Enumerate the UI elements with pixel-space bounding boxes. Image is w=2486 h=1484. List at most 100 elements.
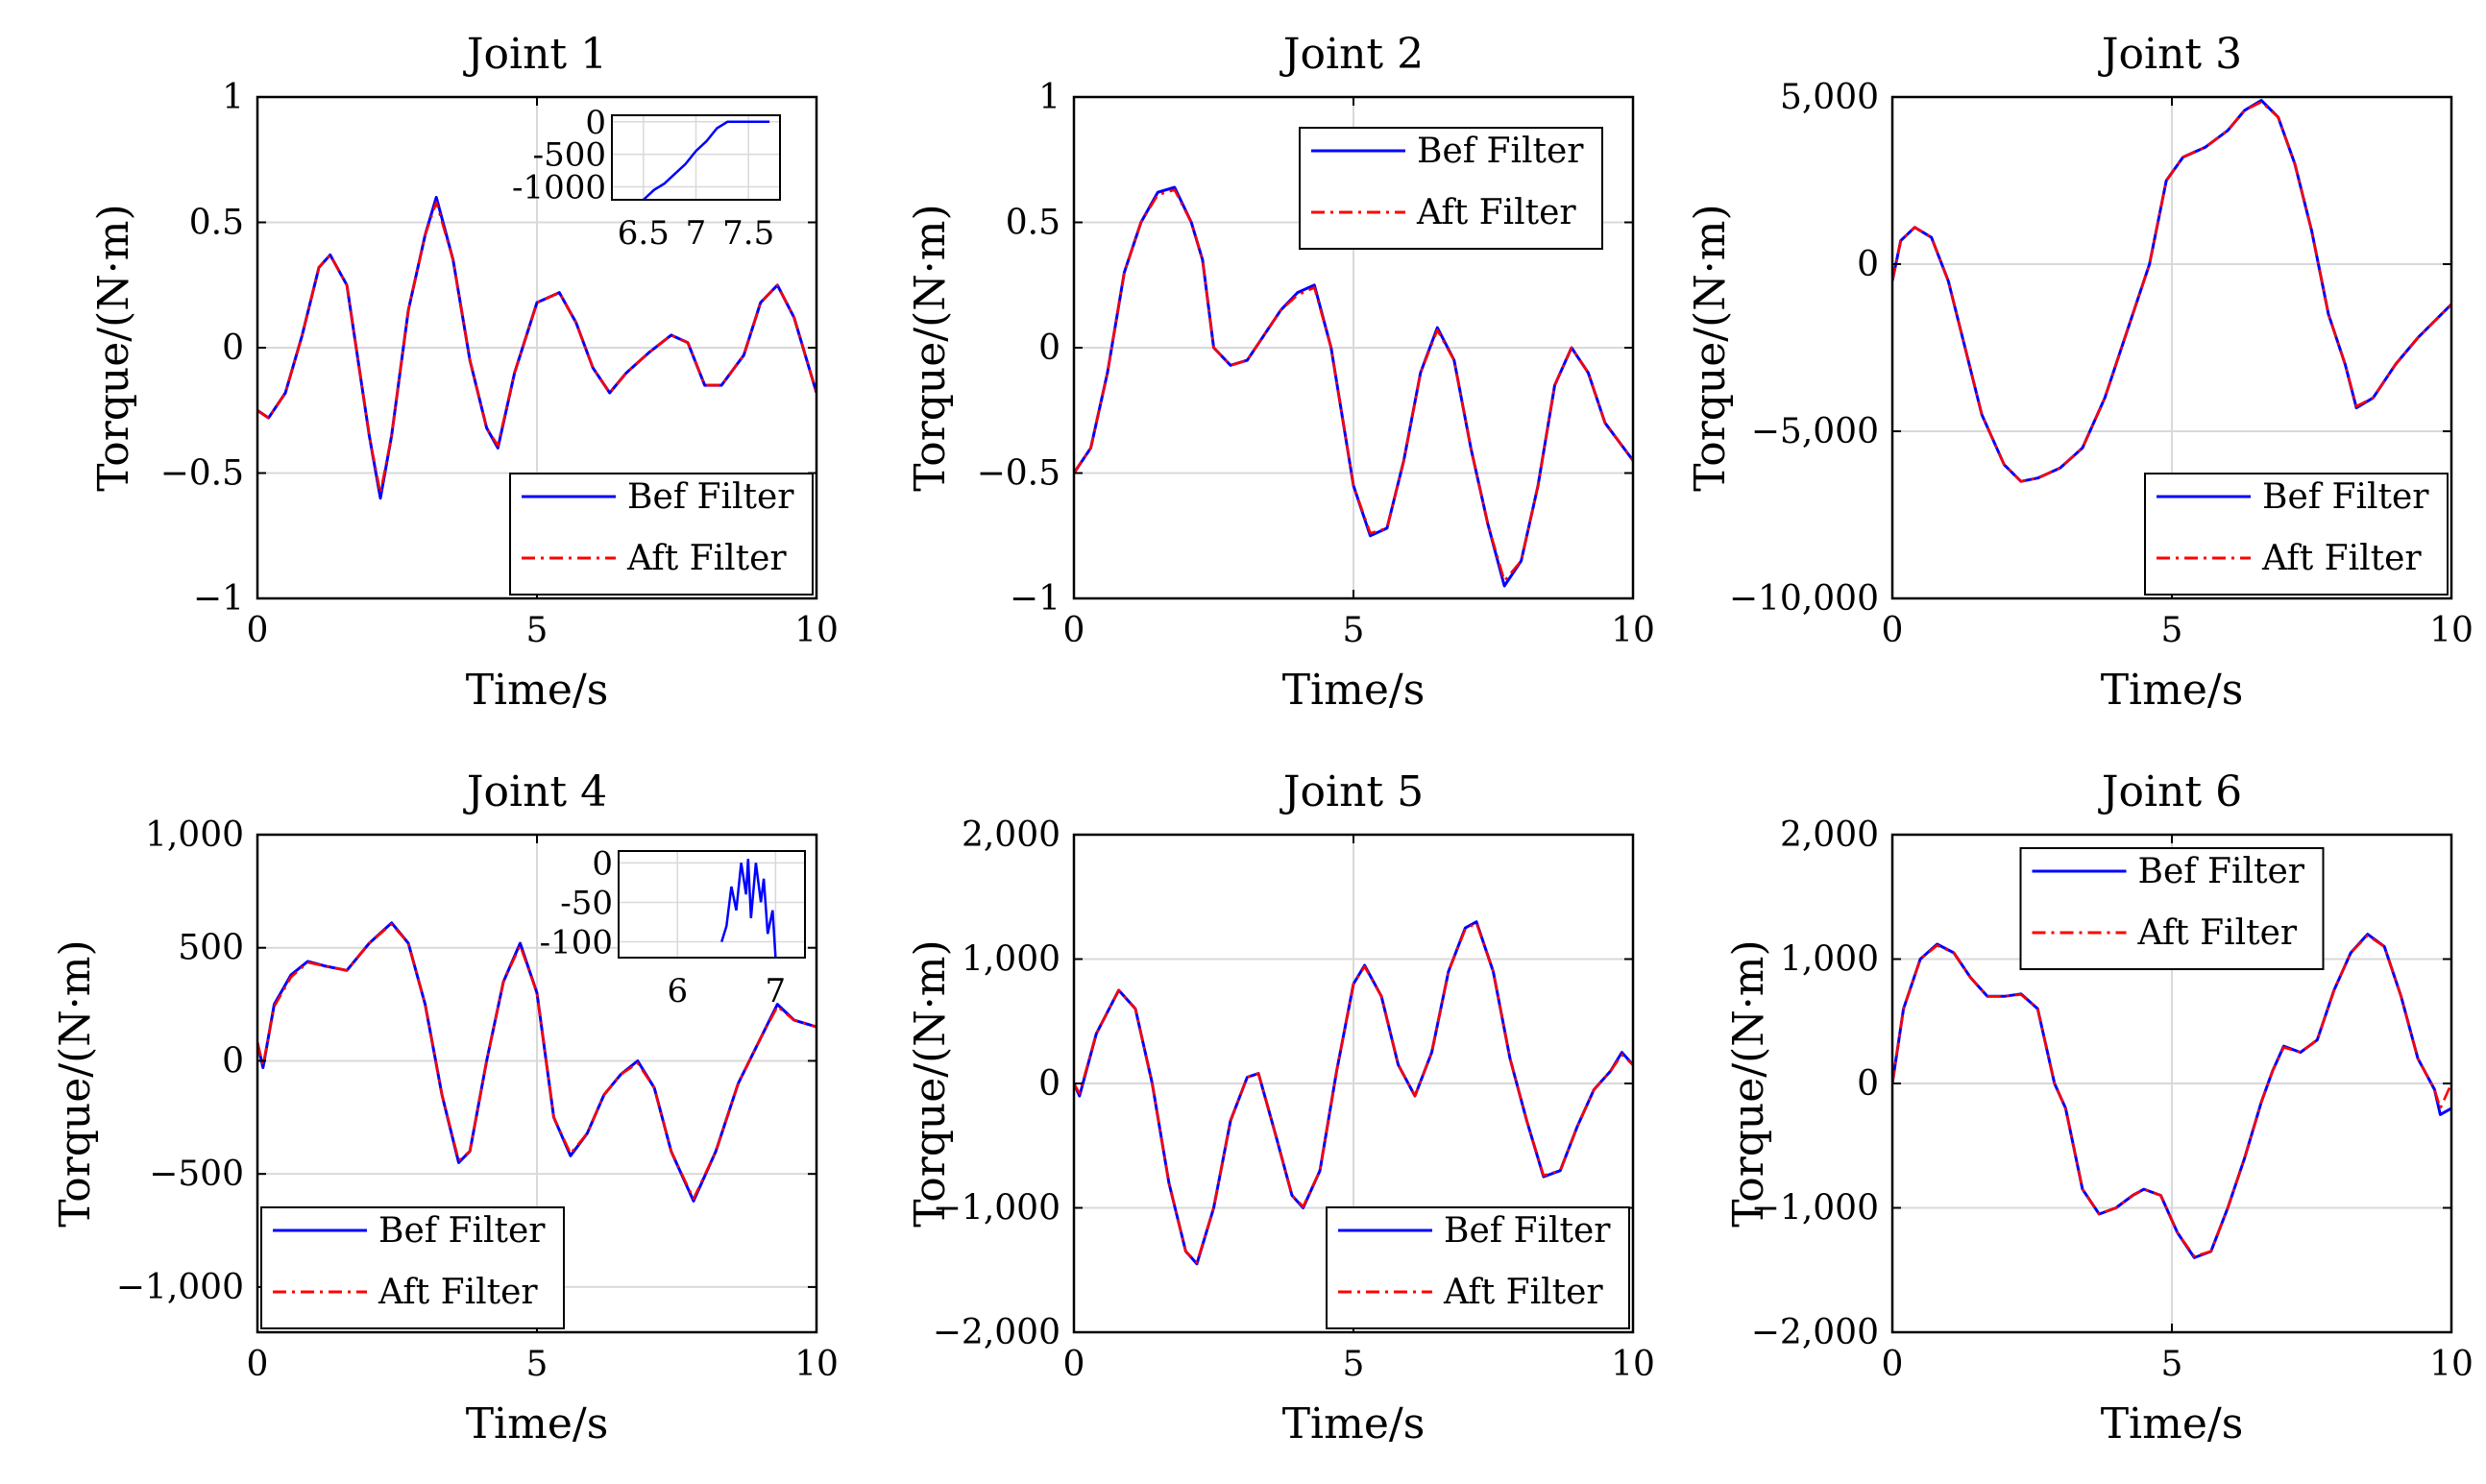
chart-title: Joint 3	[2098, 30, 2242, 79]
x-tick-label: 0	[1882, 611, 1904, 650]
inset-y-tick-label: -500	[533, 136, 606, 175]
legend-box	[2019, 847, 2325, 970]
inset-series-line	[720, 859, 777, 958]
y-tick-label: −1	[193, 579, 244, 619]
inset-y-tick-label: -50	[560, 884, 613, 922]
y-tick-label: −5,000	[1751, 412, 1879, 451]
y-tick-label: 0	[1038, 1064, 1060, 1104]
series-line-bef-filter	[1074, 185, 1633, 588]
inset-series-line	[642, 120, 770, 200]
y-tick-label: 500	[178, 929, 244, 968]
y-tick-label: 1	[1038, 78, 1060, 117]
chart-panel-3: 0 5 10 −10,000 −5,000 0 5,000 Joint 3 Time/s Torq…	[1686, 30, 2474, 715]
chart-panel-2: 0 5 10 −1 −0.5 0 0.5 1 Joint 2 Time/s Torque/(N·m)…	[906, 30, 1655, 715]
legend-label: Bef Filter	[1417, 132, 1584, 171]
legend-box	[1299, 127, 1603, 250]
x-axis-label: Time/s	[2101, 666, 2244, 715]
legend-label: Bef Filter	[2262, 477, 2429, 517]
y-axis-label: Torque/(N·m)	[89, 204, 138, 491]
legend: Bef Filter Aft Filter	[1299, 127, 1603, 250]
x-tick-label: 10	[1611, 1345, 1655, 1384]
x-tick-label: 0	[1063, 1345, 1085, 1384]
x-axis-label: Time/s	[466, 1399, 609, 1448]
chart-panel-6: 0 5 10 −2,000 −1,000 0 1,000 2,000 Joint 6 Time/s…	[1724, 767, 2474, 1448]
series-line-aft-filter	[1892, 934, 2451, 1258]
y-tick-label: −0.5	[977, 454, 1060, 494]
legend-label: Aft Filter	[1416, 193, 1576, 232]
legend-box	[260, 1206, 565, 1329]
legend: Bef Filter Aft Filter	[2144, 473, 2449, 596]
legend-label: Bef Filter	[1444, 1211, 1611, 1251]
inset-frame	[611, 114, 781, 201]
chart-title: Joint 5	[1280, 767, 1424, 816]
inset-x-tick-label: 6	[667, 972, 688, 1010]
legend-label: Aft Filter	[1443, 1273, 1603, 1312]
legend: Bef Filter Aft Filter	[509, 473, 814, 596]
y-tick-label: 0.5	[189, 204, 244, 243]
chart-panel-1: 0 5 10 −1 −0.5 0 0.5 1 Joint 1 Time/s Torque/(N·m)…	[89, 30, 839, 715]
y-tick-label: −1,000	[116, 1268, 244, 1307]
legend-label: Bef Filter	[2138, 852, 2305, 891]
y-tick-label: −0.5	[160, 454, 244, 494]
legend: Bef Filter Aft Filter	[2019, 847, 2325, 970]
x-tick-label: 5	[2161, 1345, 2183, 1384]
legend-label: Aft Filter	[2137, 913, 2298, 953]
y-tick-label: −10,000	[1729, 579, 1879, 619]
x-axis-label: Time/s	[1282, 666, 1426, 715]
x-tick-label: 0	[1882, 1345, 1904, 1384]
y-tick-label: 2,000	[962, 815, 1060, 855]
y-tick-label: −1,000	[933, 1189, 1060, 1229]
x-axis-label: Time/s	[1282, 1399, 1426, 1448]
inset-y-tick-label: -100	[540, 924, 613, 962]
legend-box	[2144, 473, 2449, 596]
inset-y-tick-label: 0	[592, 844, 613, 883]
x-tick-label: 5	[526, 1345, 548, 1384]
y-tick-label: 5,000	[1780, 78, 1879, 117]
y-tick-label: −500	[149, 1155, 244, 1194]
series-line-aft-filter	[1892, 100, 2451, 483]
inset-x-tick-label: 6.5	[618, 214, 670, 253]
legend-box	[509, 473, 814, 596]
inset-axes: 6.5 7 7.5 0-500-1000	[512, 104, 781, 253]
legend-label: Aft Filter	[626, 539, 787, 578]
series-line-aft-filter	[1074, 921, 1633, 1264]
y-axis-label: Torque/(N·m)	[1724, 939, 1773, 1227]
chart-title: Joint 4	[463, 767, 607, 816]
x-axis-label: Time/s	[466, 666, 609, 715]
y-tick-label: 1,000	[962, 940, 1060, 980]
legend-label: Bef Filter	[627, 477, 794, 517]
x-tick-label: 0	[1063, 611, 1085, 650]
legend-label: Aft Filter	[378, 1273, 538, 1312]
y-tick-label: 0	[1857, 245, 1879, 284]
inset-x-tick-label: 7	[766, 972, 787, 1010]
chart-title: Joint 6	[2098, 767, 2242, 816]
legend-label: Aft Filter	[2261, 539, 2422, 578]
y-axis-label: Torque/(N·m)	[1686, 204, 1735, 491]
inset-x-tick-label: 7	[686, 214, 707, 253]
y-tick-label: −2,000	[1751, 1313, 1879, 1352]
x-tick-label: 5	[526, 611, 548, 650]
y-tick-label: −2,000	[933, 1313, 1060, 1352]
y-axis-label: Torque/(N·m)	[906, 204, 955, 491]
y-tick-label: 1,000	[145, 815, 244, 855]
y-tick-label: −1,000	[1751, 1189, 1879, 1229]
x-tick-label: 10	[2429, 1345, 2474, 1384]
inset-frame	[618, 850, 806, 959]
y-tick-label: 0	[1857, 1064, 1879, 1104]
chart-panel-5: 0 5 10 −2,000 −1,000 0 1,000 2,000 Joint 5 Time/s…	[906, 767, 1655, 1448]
y-axis-label: Torque/(N·m)	[51, 939, 100, 1227]
x-tick-label: 5	[1343, 611, 1365, 650]
y-tick-label: 1	[222, 78, 244, 117]
chart-panel-4: 0 5 10 −1,000 −500 0 500 1,000 Joint 4 Time/s Torq…	[51, 767, 839, 1448]
y-tick-label: 0	[222, 328, 244, 368]
x-tick-label: 5	[1343, 1345, 1365, 1384]
x-axis-label: Time/s	[2101, 1399, 2244, 1448]
x-tick-label: 5	[2161, 611, 2183, 650]
chart-title: Joint 2	[1280, 30, 1424, 79]
series-line-aft-filter	[257, 201, 816, 495]
x-tick-label: 0	[247, 1345, 269, 1384]
legend: Bef Filter Aft Filter	[1326, 1206, 1630, 1329]
y-tick-label: −1	[1010, 579, 1060, 619]
x-tick-label: 10	[2429, 611, 2474, 650]
